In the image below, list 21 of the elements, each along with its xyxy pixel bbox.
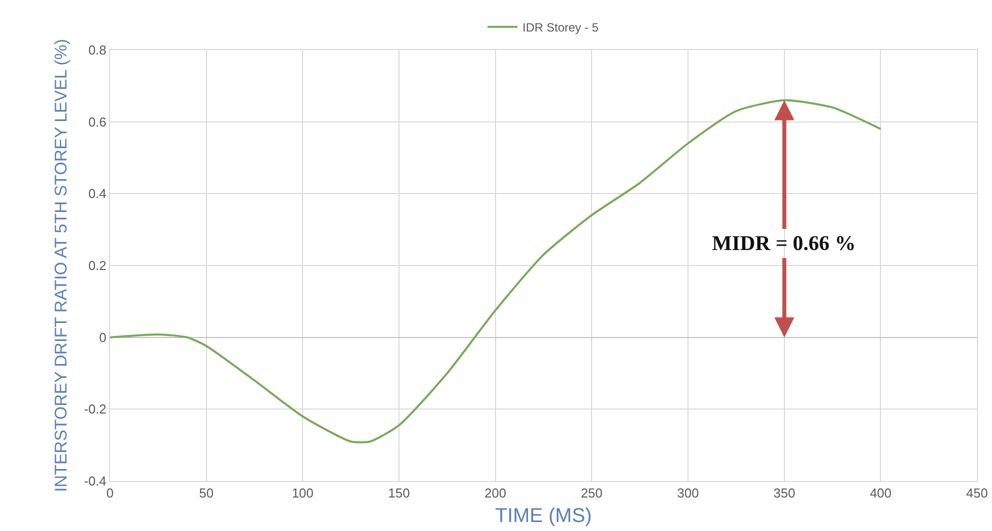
y-tick-label: -0.4: [84, 474, 106, 489]
y-tick-label: -0.2: [84, 402, 106, 417]
y-tick-label: 0: [99, 330, 106, 345]
x-tick-label: 300: [677, 486, 699, 501]
x-tick-label: 150: [388, 486, 410, 501]
y-tick-label: 0.4: [88, 186, 106, 202]
x-axis-title: TIME (MS): [495, 505, 592, 528]
line-series: [110, 99, 882, 444]
y-tick-label: 0.2: [88, 258, 106, 274]
y-tick-label: 0.6: [88, 114, 106, 130]
annotation: MIDR = 0.66 %: [712, 231, 856, 255]
y-axis-title: INTERSTOREY DRIFT RATIO AT 5TH STOREY LEVEL (%): [52, 38, 71, 492]
x-tick-label: 450: [966, 486, 988, 501]
x-tick-label: 50: [199, 486, 214, 501]
x-tick-label: 400: [870, 486, 892, 501]
x-tick-label: 250: [580, 486, 603, 501]
x-tick-label: 200: [484, 486, 506, 501]
y-tick-label: 0.8: [88, 42, 106, 58]
x-tick-label: 100: [292, 486, 314, 501]
x-tick-label: 350: [773, 486, 796, 501]
legend-label: IDR Storey - 5: [522, 20, 599, 35]
